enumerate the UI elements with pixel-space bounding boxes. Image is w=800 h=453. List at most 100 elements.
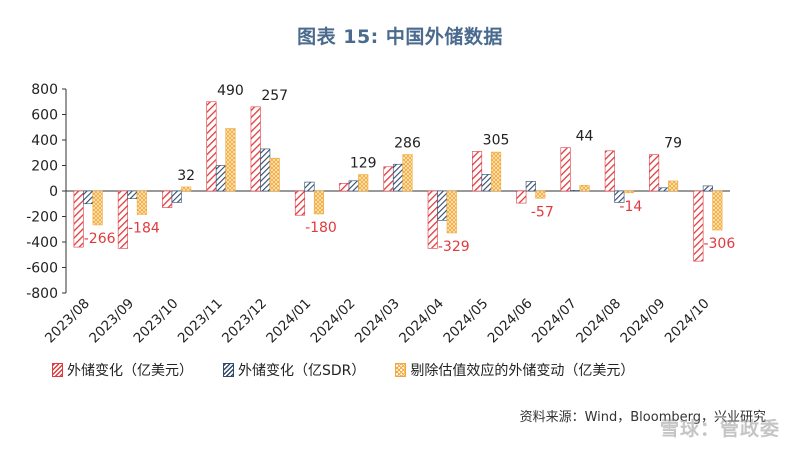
bar-usd xyxy=(339,183,350,192)
legend-item-sdr: 外储变化（亿SDR） xyxy=(223,360,365,380)
bar-usd xyxy=(560,147,571,192)
chart-title: 图表 15: 中国外储数据 xyxy=(297,26,503,48)
bar-usd xyxy=(693,190,704,262)
bar-usd xyxy=(250,106,261,192)
bar-sdr xyxy=(702,185,713,192)
bar-sdr xyxy=(348,180,359,192)
bar-adjusted xyxy=(446,190,457,234)
data-label: -180 xyxy=(305,220,337,236)
bar-usd xyxy=(427,190,438,249)
y-tick-label: -200 xyxy=(26,210,58,226)
y-tick-label: 400 xyxy=(31,133,58,149)
bar-adjusted xyxy=(269,157,280,192)
x-tick-label: 2024/07 xyxy=(529,296,580,347)
bar-sdr xyxy=(171,190,182,203)
data-label: 286 xyxy=(394,136,421,152)
data-label: 79 xyxy=(664,136,682,152)
bar-usd xyxy=(162,190,173,208)
x-tick-label: 2024/10 xyxy=(662,296,713,347)
bar-adjusted xyxy=(490,151,502,192)
x-tick-label: 2023/11 xyxy=(175,296,226,347)
bar-usd xyxy=(117,190,128,249)
bar-sdr xyxy=(658,187,669,192)
bars xyxy=(73,101,723,262)
bar-usd xyxy=(294,190,306,216)
bar-adjusted xyxy=(623,190,634,194)
bar-adjusted xyxy=(712,190,723,231)
bar-sdr xyxy=(304,181,315,192)
bar-adjusted xyxy=(358,174,369,192)
bar-adjusted xyxy=(402,154,413,192)
bar-sdr xyxy=(392,163,404,192)
bar-usd xyxy=(649,154,660,192)
bar-sdr xyxy=(437,190,448,221)
data-label: 32 xyxy=(177,168,195,184)
data-label: 305 xyxy=(483,132,510,148)
x-tick-label: 2024/04 xyxy=(396,296,447,347)
data-label: -57 xyxy=(531,204,554,220)
data-label: -306 xyxy=(703,236,735,252)
bar-adjusted xyxy=(313,190,325,215)
x-tick-label: 2023/12 xyxy=(219,296,270,347)
bar-sdr xyxy=(260,148,271,192)
legend-label-adjusted: 剔除估值效应的外储变动（亿美元） xyxy=(410,363,635,379)
data-label: 44 xyxy=(576,129,594,145)
data-label: -266 xyxy=(84,231,116,247)
legend-label-usd: 外储变化（亿美元） xyxy=(67,363,193,379)
legend-item-adjusted: 剔除估值效应的外储变动（亿美元） xyxy=(395,360,634,380)
bar-adjusted xyxy=(668,180,679,192)
y-tick-label: 0 xyxy=(49,184,58,200)
bar-sdr xyxy=(570,190,581,192)
bar-usd xyxy=(383,166,394,192)
bar-adjusted xyxy=(535,190,546,199)
y-tick-label: -800 xyxy=(26,286,58,302)
watermark: 雪球：管政委 xyxy=(659,418,780,440)
data-label: 257 xyxy=(261,88,288,104)
x-tick-label: 2024/03 xyxy=(352,296,403,347)
bar-sdr xyxy=(525,181,536,192)
x-tick-label: 2023/10 xyxy=(131,296,182,347)
x-tick-label: 2024/08 xyxy=(573,296,624,347)
x-tick-label: 2024/02 xyxy=(308,296,359,347)
y-tick-label: 200 xyxy=(31,159,58,175)
legend-item-usd: 外储变化（亿美元） xyxy=(52,360,193,380)
bar-adjusted xyxy=(181,186,192,192)
bar-usd xyxy=(73,190,84,248)
bar-adjusted xyxy=(225,128,236,192)
bar-adjusted xyxy=(579,185,590,192)
legend-swatch-navy xyxy=(223,363,234,377)
x-tick-label: 2024/09 xyxy=(617,296,668,347)
y-tick-label: 800 xyxy=(31,82,58,98)
legend-swatch-gold xyxy=(395,363,407,377)
x-tick-label: 2023/09 xyxy=(86,296,137,347)
data-label: -184 xyxy=(128,220,160,236)
bar-sdr xyxy=(481,174,492,192)
source-note: 资料来源：Wind，Bloomberg，兴业研究 xyxy=(519,410,766,425)
bar-sdr xyxy=(83,190,94,205)
bar-sdr xyxy=(215,165,226,192)
data-label: 129 xyxy=(350,156,377,172)
data-label: -329 xyxy=(438,239,470,255)
legend-swatch-red xyxy=(52,363,63,377)
bar-usd xyxy=(604,150,615,192)
bar-usd xyxy=(206,101,217,192)
bar-usd xyxy=(516,190,527,204)
bar-adjusted xyxy=(136,190,147,215)
bar-sdr xyxy=(614,190,625,203)
x-tick-label: 2024/06 xyxy=(485,296,536,347)
bar-sdr xyxy=(127,190,138,199)
y-tick-label: 600 xyxy=(31,108,58,124)
data-label: 490 xyxy=(217,83,244,99)
x-tick-label: 2024/01 xyxy=(263,296,314,347)
bar-usd xyxy=(471,151,483,192)
data-label: -14 xyxy=(619,199,642,215)
y-tick-label: -600 xyxy=(26,261,58,277)
legend-label-sdr: 外储变化（亿SDR） xyxy=(238,363,366,379)
bar-adjusted xyxy=(92,190,103,226)
data-labels: -266 -184 32 490 257 -180 129 286 -329 305 -57 44 -1… xyxy=(84,83,736,255)
x-tick-label: 2024/05 xyxy=(440,296,491,347)
x-tick-label: 2023/08 xyxy=(42,296,93,347)
legend: 外储变化（亿美元） 外储变化（亿SDR） 剔除估值效应的外储变动（亿美元） xyxy=(52,360,634,380)
y-tick-label: -400 xyxy=(26,235,58,251)
